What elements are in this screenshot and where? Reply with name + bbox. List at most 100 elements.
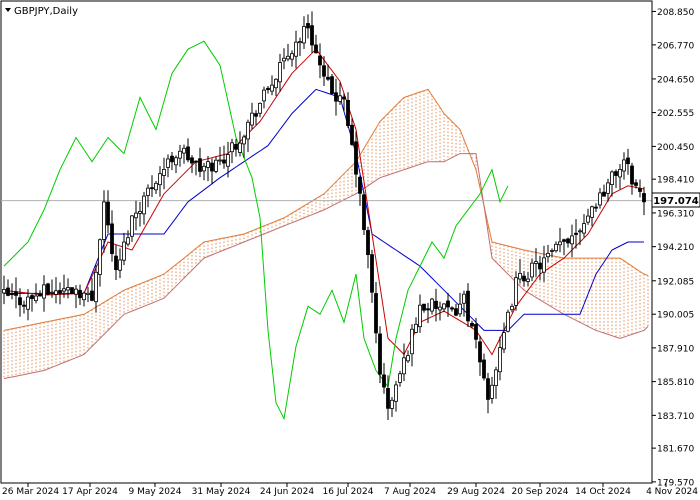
- x-tick-label: 7 Aug 2024: [384, 487, 436, 497]
- candle-body: [498, 347, 502, 373]
- candle: [338, 82, 342, 105]
- candle-body: [578, 230, 582, 233]
- candle: [282, 48, 286, 70]
- candle: [538, 255, 542, 281]
- candle-body: [194, 160, 198, 163]
- candle: [314, 34, 318, 54]
- candle-body: [442, 303, 446, 310]
- candle-body: [298, 41, 302, 44]
- candle-body: [170, 155, 174, 163]
- ichimoku-cloud: [3, 88, 649, 380]
- symbol-label: GBPJPY,Daily: [14, 6, 78, 17]
- candle-body: [574, 232, 578, 235]
- candle-body: [590, 206, 594, 218]
- candle: [410, 324, 414, 367]
- candle-body: [46, 283, 50, 295]
- y-tick-label: 190.005: [657, 311, 694, 321]
- candlestick-series: [2, 11, 646, 421]
- candle: [18, 288, 22, 317]
- candle: [422, 303, 426, 313]
- candle: [190, 155, 194, 174]
- candle: [530, 258, 534, 282]
- y-tick-label: 179.570: [657, 478, 694, 488]
- candle-body: [354, 141, 358, 175]
- x-tick-label: 20 Sep 2024: [511, 487, 568, 497]
- candle: [162, 157, 166, 190]
- price-axis[interactable]: 208.850 206.770 204.650 202.555 200.450 198.4…: [652, 8, 694, 488]
- candle: [170, 151, 174, 171]
- candle-body: [258, 102, 262, 114]
- candle-body: [22, 304, 26, 307]
- candle-body: [146, 187, 150, 196]
- candle-body: [30, 295, 34, 299]
- candle: [546, 244, 550, 263]
- candle-body: [322, 65, 326, 77]
- candle-body: [490, 384, 494, 399]
- candle-body: [430, 298, 434, 312]
- candle-body: [598, 192, 602, 206]
- y-tick-label: 187.910: [657, 344, 694, 354]
- candle-body: [390, 399, 394, 409]
- candle: [58, 282, 62, 305]
- candle-body: [274, 78, 278, 89]
- candle-body: [158, 173, 162, 186]
- candle-body: [514, 277, 518, 306]
- candle: [198, 147, 202, 178]
- candle-body: [26, 296, 30, 310]
- candle: [22, 300, 26, 314]
- candle: [186, 138, 190, 163]
- candle-body: [510, 305, 514, 311]
- candle: [438, 301, 442, 321]
- candle: [590, 205, 594, 227]
- candle: [142, 191, 146, 225]
- candle: [298, 37, 302, 57]
- candle-body: [350, 124, 354, 145]
- candle-body: [266, 87, 270, 91]
- candle-body: [14, 291, 18, 296]
- candle-body: [326, 76, 330, 80]
- candle-body: [386, 388, 390, 409]
- candle: [178, 144, 182, 167]
- candle: [550, 248, 554, 258]
- candle-body: [110, 223, 114, 255]
- candle: [262, 86, 266, 109]
- candle: [14, 277, 18, 309]
- candle-body: [374, 293, 378, 334]
- candle-body: [2, 289, 6, 294]
- candle-body: [530, 262, 534, 278]
- candle-body: [438, 306, 442, 311]
- candle: [90, 278, 94, 302]
- y-tick-label: 208.850: [657, 8, 694, 18]
- candle-body: [414, 323, 418, 333]
- x-tick-label: 29 Aug 2024: [447, 487, 505, 497]
- candle: [210, 158, 214, 185]
- x-tick-label: 14 Oct 2024: [575, 487, 631, 497]
- candle: [562, 238, 566, 256]
- candle: [426, 302, 430, 324]
- candle-body: [106, 201, 110, 226]
- candle: [230, 138, 234, 164]
- candle: [330, 73, 334, 95]
- triangle-down-icon[interactable]: [5, 8, 11, 12]
- candle: [570, 224, 574, 258]
- candle-body: [502, 332, 506, 350]
- candle-body: [66, 287, 70, 291]
- x-tick-label: 24 Jun 2024: [260, 487, 314, 497]
- candle-body: [218, 159, 222, 162]
- candle-body: [402, 357, 406, 375]
- candle: [154, 181, 158, 194]
- candle: [38, 290, 42, 297]
- symbol-header: GBPJPY,Daily: [5, 6, 78, 17]
- candle-body: [86, 292, 90, 295]
- candle: [114, 244, 118, 281]
- candle-body: [210, 162, 214, 172]
- candle-body: [190, 157, 194, 164]
- time-axis[interactable]: 26 Mar 2024 17 Apr 2024 9 May 2024 31 May 2…: [2, 483, 698, 497]
- y-tick-label: 192.085: [657, 277, 694, 287]
- candle: [126, 230, 130, 247]
- candle-body: [62, 288, 66, 292]
- candle-body: [310, 25, 314, 46]
- candle-body: [534, 261, 538, 264]
- candle-body: [186, 146, 190, 161]
